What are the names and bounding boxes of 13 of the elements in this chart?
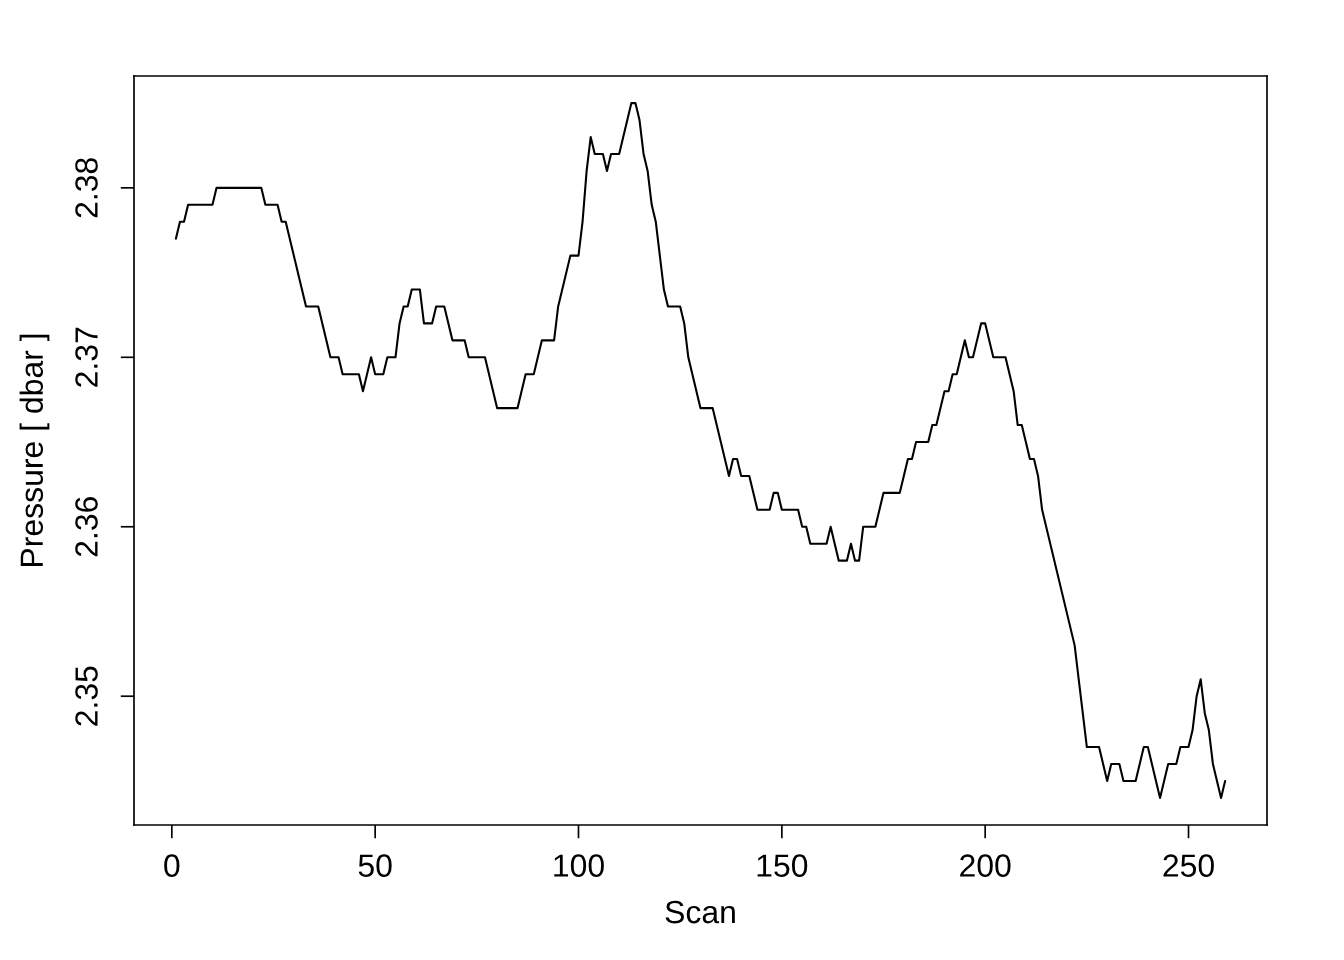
x-tick-label: 0 [164,854,180,877]
y-tick-label: 2.36 [75,497,98,557]
y-axis-title: Pressure [ dbar ] [19,334,50,566]
line-series [174,102,1227,799]
x-tick-label: 100 [554,854,604,877]
y-tick-label: 2.38 [75,158,98,218]
x-axis-title: Scan [665,900,735,924]
y-tick-label: 2.35 [75,666,98,726]
y-tick-label: 2.37 [75,327,98,387]
x-tick-label: 150 [757,854,808,877]
x-tick-label: 200 [960,854,1011,877]
x-tick-label: 250 [1163,854,1214,877]
x-tick-label: 50 [358,854,392,877]
